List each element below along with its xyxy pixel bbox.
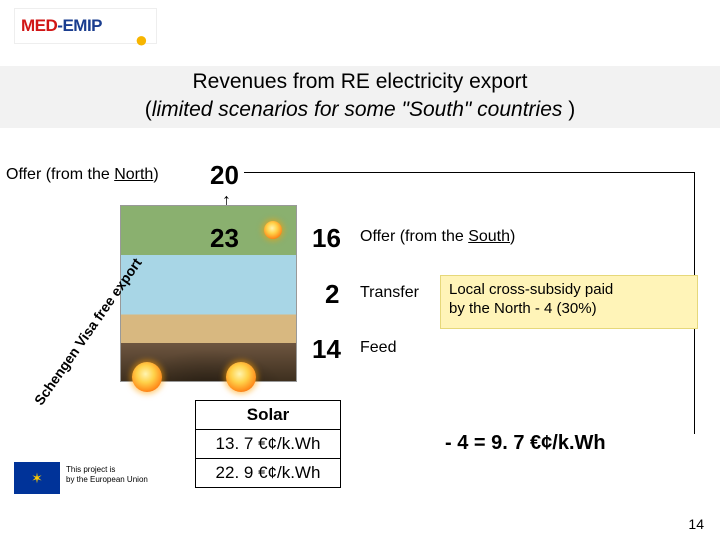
sun-icon (132, 362, 162, 392)
t-ital: limited scenarios for some "South" count… (152, 98, 563, 121)
on-post: ) (153, 166, 158, 183)
t-open: ( (145, 98, 152, 121)
title-line2: (limited scenarios for some "South" coun… (0, 96, 720, 124)
sun-icon (226, 362, 256, 392)
title-bar: Revenues from RE electricity export (lim… (0, 66, 720, 128)
eu-l1: This project is (66, 465, 196, 475)
subsidy-line2: by the North - 4 (30%) (449, 299, 689, 318)
offer-north-label: Offer (from the North) (6, 166, 159, 184)
sun-icon (264, 221, 282, 239)
subsidy-line1: Local cross-subsidy paid (449, 280, 689, 299)
solar-row2: 22. 9 €¢/k.Wh (196, 459, 341, 488)
feed-label: Feed (360, 339, 396, 357)
eu-funding-text: This project is by the European Union (66, 465, 196, 485)
value-20: 20 (210, 160, 239, 191)
value-23: 23 (210, 223, 239, 254)
title-line1: Revenues from RE electricity export (0, 68, 720, 96)
value-16: 16 (312, 223, 341, 254)
offer-south-label: Offer (from the South) (360, 228, 515, 246)
eu-flag-icon (14, 462, 60, 494)
os-u: South (468, 228, 510, 245)
on-pre: Offer (from the (6, 166, 114, 183)
logo-med: MED (21, 16, 57, 36)
t-close: ) (562, 98, 575, 121)
subsidy-box: Local cross-subsidy paid by the North - … (440, 275, 698, 329)
os-pre: Offer (from the (360, 228, 468, 245)
solar-table: Solar 13. 7 €¢/k.Wh 22. 9 €¢/k.Wh (195, 400, 341, 488)
result-value: - 4 = 9. 7 €¢/k.Wh (445, 432, 606, 455)
logo: MED-EMIP ● (14, 8, 157, 44)
transfer-label: Transfer (360, 284, 419, 302)
solar-header: Solar (196, 401, 341, 430)
slide-number: 14 (688, 516, 704, 532)
connector-top (244, 172, 694, 173)
value-14: 14 (312, 334, 341, 365)
solar-row1: 13. 7 €¢/k.Wh (196, 430, 341, 459)
on-u: North (114, 166, 153, 183)
eu-l2: by the European Union (66, 475, 196, 485)
logo-emip: -EMIP (57, 16, 102, 36)
value-2: 2 (325, 279, 339, 310)
os-post: ) (510, 228, 515, 245)
